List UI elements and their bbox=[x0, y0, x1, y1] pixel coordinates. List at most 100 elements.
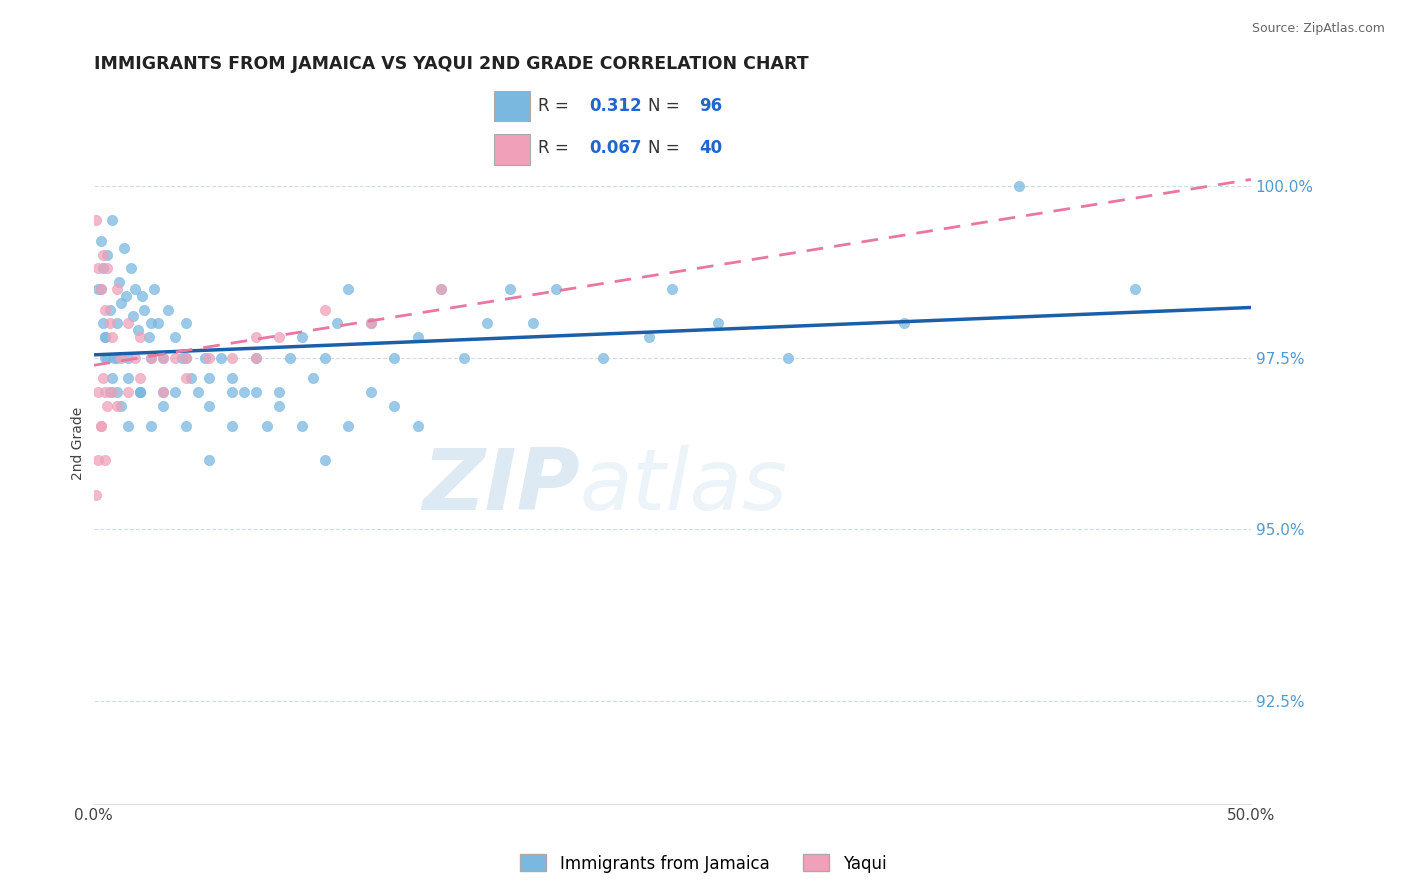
Text: Source: ZipAtlas.com: Source: ZipAtlas.com bbox=[1251, 22, 1385, 36]
Point bbox=[91, 247, 114, 261]
Point bbox=[187, 384, 209, 399]
Point bbox=[89, 419, 111, 434]
Point bbox=[384, 399, 406, 413]
Point bbox=[314, 351, 336, 365]
Point bbox=[84, 213, 107, 227]
Point bbox=[337, 419, 360, 434]
Point bbox=[94, 384, 117, 399]
Point bbox=[152, 384, 174, 399]
Point bbox=[245, 330, 267, 344]
Point bbox=[546, 282, 568, 296]
Point bbox=[141, 351, 163, 365]
Point bbox=[124, 282, 146, 296]
Point bbox=[87, 282, 110, 296]
Point bbox=[314, 453, 336, 467]
FancyBboxPatch shape bbox=[494, 134, 530, 164]
Point bbox=[384, 351, 406, 365]
Point bbox=[221, 419, 243, 434]
Text: IMMIGRANTS FROM JAMAICA VS YAQUI 2ND GRADE CORRELATION CHART: IMMIGRANTS FROM JAMAICA VS YAQUI 2ND GRA… bbox=[94, 55, 808, 73]
Point bbox=[94, 302, 117, 317]
Point bbox=[475, 316, 498, 330]
Point bbox=[221, 384, 243, 399]
Point bbox=[291, 419, 314, 434]
Point bbox=[314, 302, 336, 317]
Point bbox=[110, 399, 132, 413]
Point bbox=[142, 282, 165, 296]
Point bbox=[96, 351, 118, 365]
Text: ZIP: ZIP bbox=[422, 445, 579, 528]
Point bbox=[110, 295, 132, 310]
Point bbox=[117, 384, 139, 399]
Point bbox=[117, 351, 139, 365]
Text: atlas: atlas bbox=[579, 445, 787, 528]
Point bbox=[105, 351, 128, 365]
Point bbox=[138, 330, 160, 344]
Point bbox=[127, 323, 149, 337]
Point bbox=[245, 384, 267, 399]
Point bbox=[291, 330, 314, 344]
Point bbox=[131, 289, 153, 303]
Point bbox=[180, 371, 202, 385]
Point bbox=[134, 302, 156, 317]
Point bbox=[101, 213, 124, 227]
Point bbox=[198, 399, 221, 413]
Point bbox=[94, 330, 117, 344]
Point bbox=[174, 419, 197, 434]
Point bbox=[128, 330, 150, 344]
Point bbox=[194, 351, 217, 365]
Point bbox=[325, 316, 347, 330]
Point bbox=[429, 282, 451, 296]
Point bbox=[89, 234, 111, 248]
Text: 96: 96 bbox=[699, 97, 721, 115]
Point bbox=[105, 282, 128, 296]
Point bbox=[221, 351, 243, 365]
Point bbox=[98, 384, 121, 399]
Point bbox=[87, 453, 110, 467]
Point bbox=[124, 351, 146, 365]
Point bbox=[638, 330, 661, 344]
Point bbox=[174, 351, 197, 365]
Point bbox=[128, 371, 150, 385]
Point bbox=[117, 316, 139, 330]
Point bbox=[94, 453, 117, 467]
FancyBboxPatch shape bbox=[494, 91, 530, 121]
Point bbox=[1008, 178, 1031, 193]
Point bbox=[96, 261, 118, 276]
Point bbox=[776, 351, 799, 365]
Point bbox=[94, 351, 117, 365]
Point bbox=[267, 399, 290, 413]
Legend: Immigrants from Jamaica, Yaqui: Immigrants from Jamaica, Yaqui bbox=[513, 847, 893, 880]
Point bbox=[87, 384, 110, 399]
Point bbox=[117, 419, 139, 434]
Point bbox=[198, 351, 221, 365]
Point bbox=[267, 330, 290, 344]
Point bbox=[163, 330, 186, 344]
Point bbox=[302, 371, 325, 385]
Point bbox=[91, 316, 114, 330]
Point bbox=[108, 275, 131, 289]
Point bbox=[91, 261, 114, 276]
Point bbox=[105, 316, 128, 330]
Point bbox=[110, 351, 132, 365]
Text: 0.067: 0.067 bbox=[589, 139, 641, 157]
Point bbox=[209, 351, 232, 365]
Point bbox=[198, 371, 221, 385]
Point bbox=[893, 316, 915, 330]
Text: N =: N = bbox=[648, 97, 685, 115]
Point bbox=[245, 351, 267, 365]
Point bbox=[105, 399, 128, 413]
Point bbox=[360, 316, 382, 330]
Text: R =: R = bbox=[538, 97, 575, 115]
Point bbox=[163, 384, 186, 399]
Point bbox=[128, 384, 150, 399]
Point bbox=[103, 351, 125, 365]
Point bbox=[120, 261, 142, 276]
Text: N =: N = bbox=[648, 139, 685, 157]
Point bbox=[156, 302, 179, 317]
Point bbox=[360, 384, 382, 399]
Point bbox=[592, 351, 614, 365]
Point bbox=[91, 371, 114, 385]
Point bbox=[256, 419, 278, 434]
Point bbox=[128, 384, 150, 399]
Point bbox=[174, 351, 197, 365]
